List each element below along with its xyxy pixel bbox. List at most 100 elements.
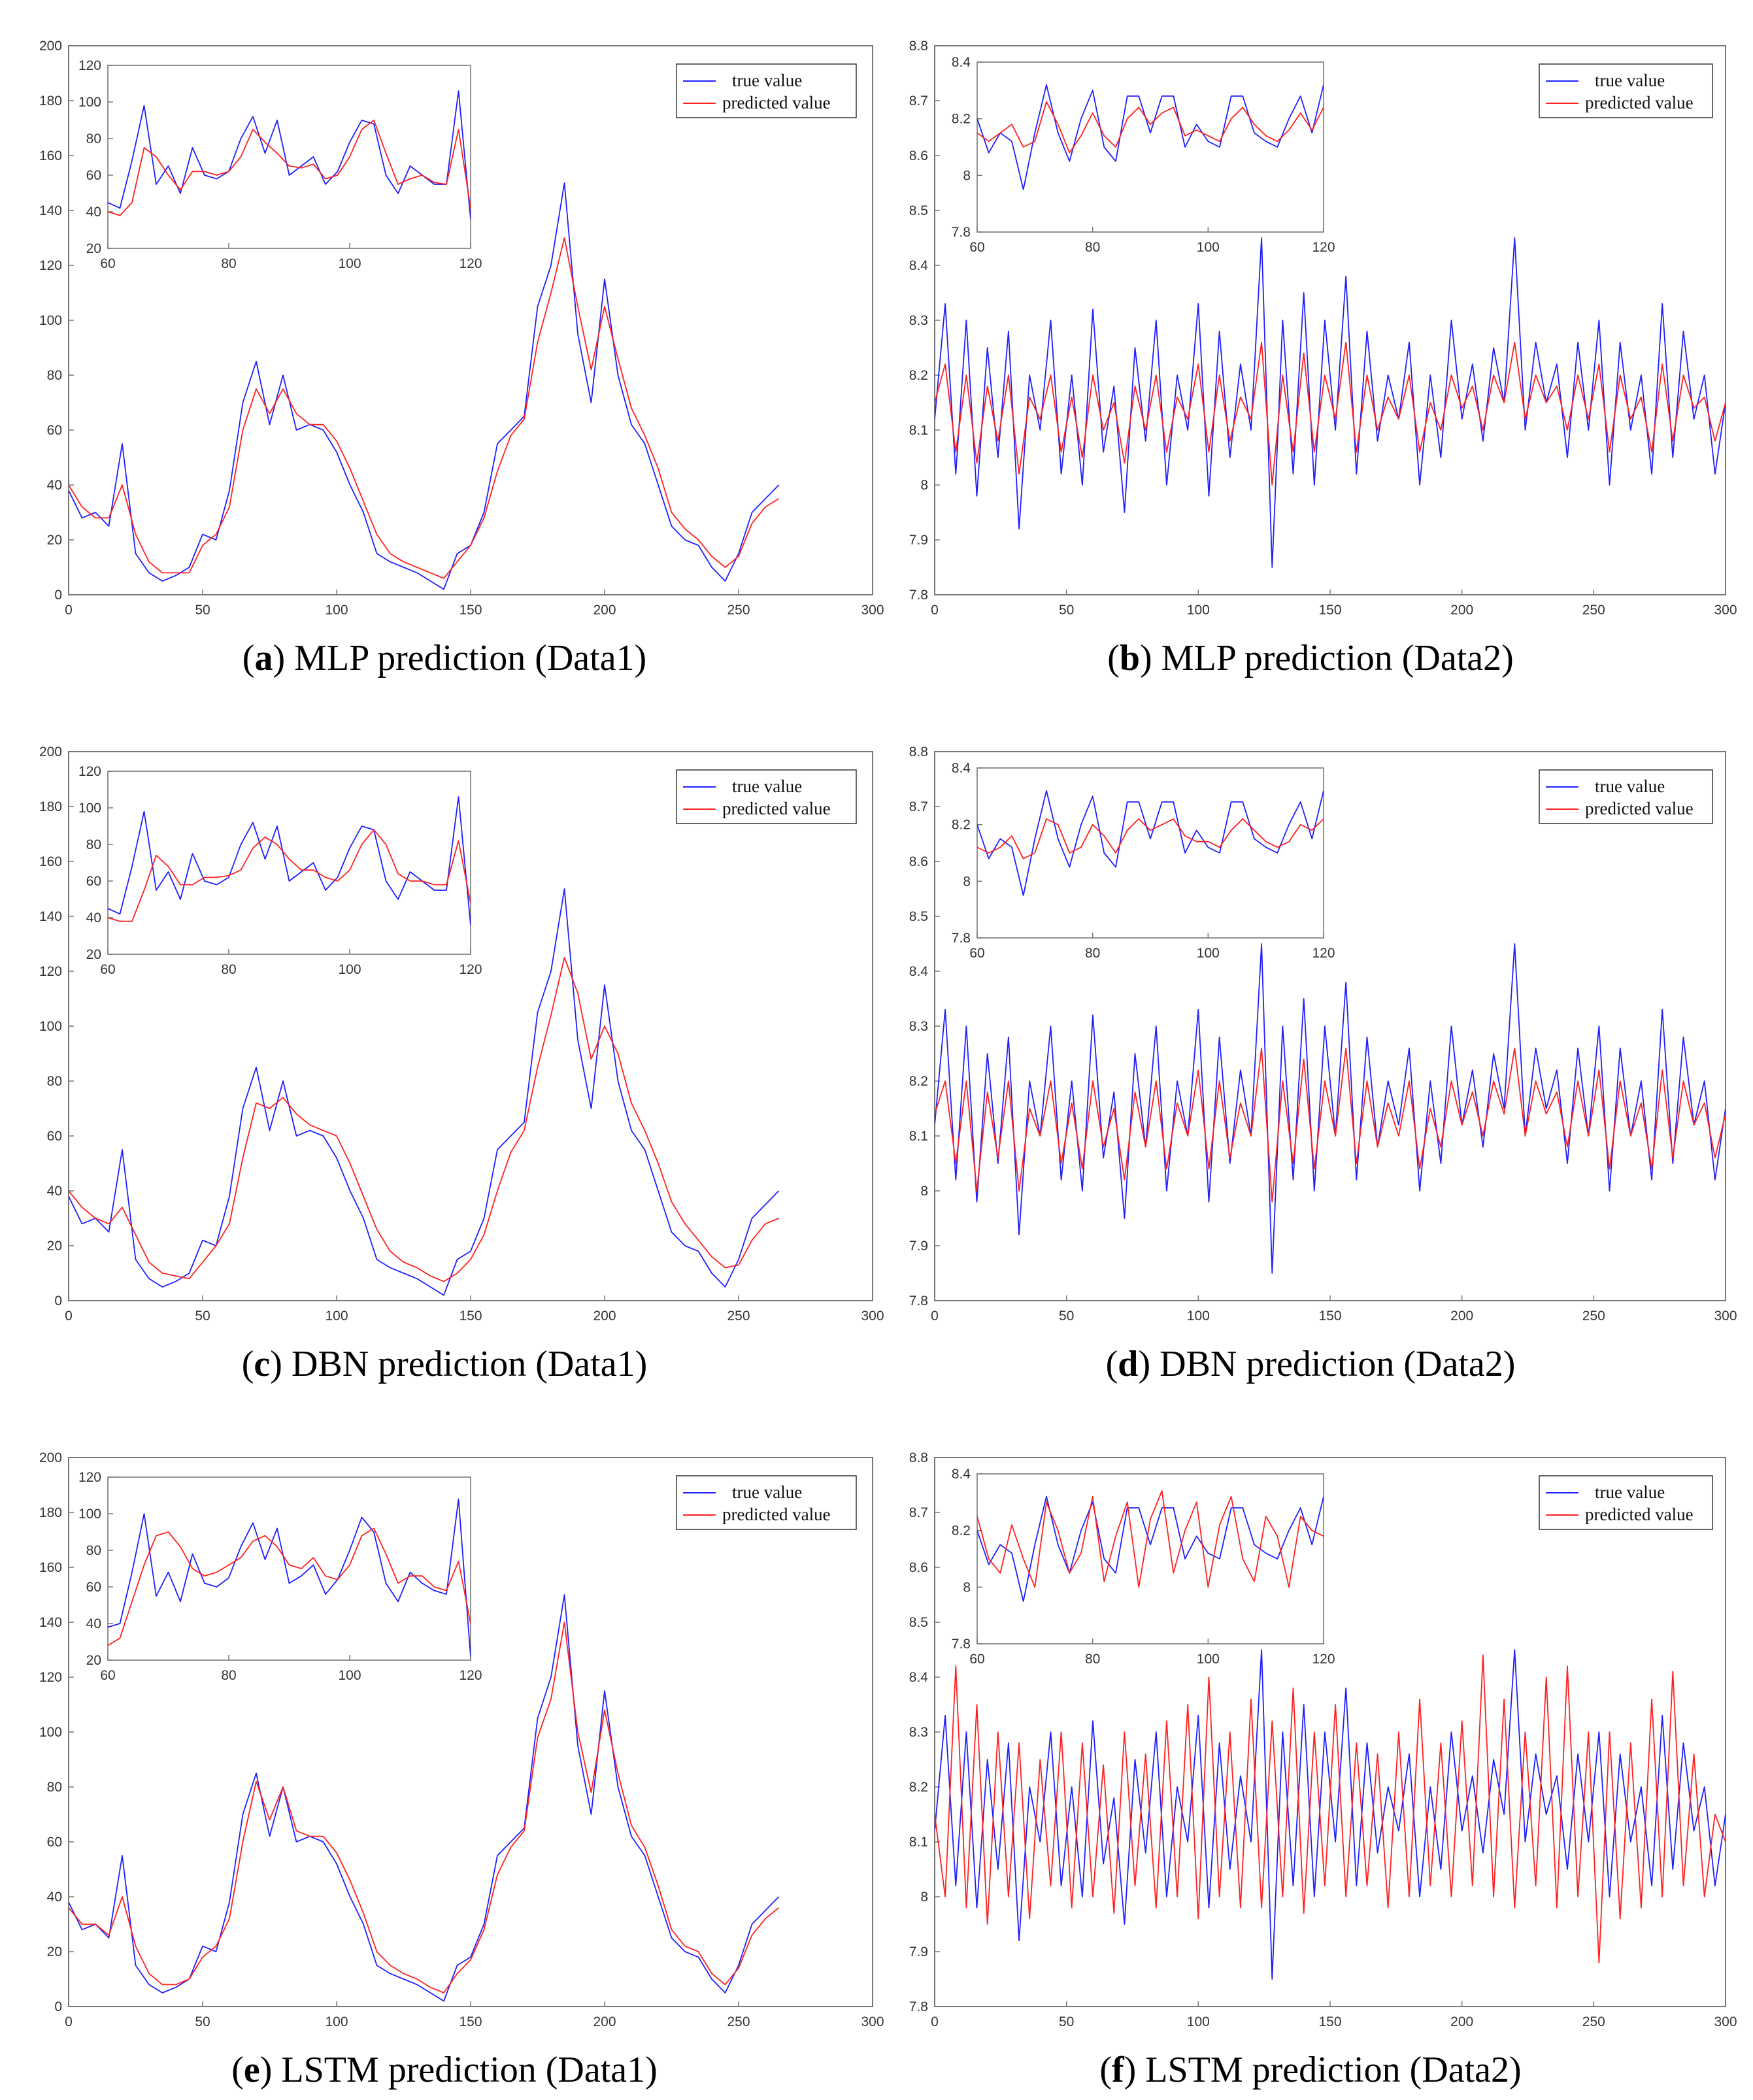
chart-e-xtick-label: 50 — [195, 2014, 210, 2029]
chart-a-xtick-label: 100 — [325, 603, 348, 618]
chart-a-ytick-label: 0 — [54, 588, 62, 603]
chart-e-series-group — [69, 1594, 780, 2002]
chart-b-inset-xtick-label: 100 — [1197, 240, 1220, 255]
chart-panel-a: 0 50 100 150 200 250 300 0 20 40 60 80 100 120 140 160 1… — [20, 26, 884, 680]
chart-a-series-group — [69, 182, 780, 590]
chart-d-inset-predicted-value-line — [977, 818, 1324, 859]
chart-d-xtick-label: 50 — [1059, 1308, 1074, 1324]
chart-d-inset-xtick-label: 100 — [1197, 946, 1220, 961]
chart-f-xtick-label: 50 — [1059, 2014, 1074, 2029]
chart-c-inset-xtick-label: 100 — [338, 962, 361, 977]
chart-e-inset-xtick-label: 120 — [459, 1668, 482, 1683]
chart-c-ytick-label: 120 — [39, 964, 62, 979]
chart-f-xtick-label: 300 — [1714, 2014, 1737, 2029]
chart-e-ytick-label: 180 — [39, 1505, 62, 1520]
chart-d-inset-xtick-label: 80 — [1085, 946, 1100, 961]
chart-a-ytick-label: 180 — [39, 93, 62, 108]
chart-c-xtick-label: 50 — [195, 1308, 210, 1324]
chart-d-legend — [1539, 769, 1713, 824]
chart-b-ytick-label: 8 — [920, 478, 928, 493]
chart-f-inset-ytick-label: 7.8 — [952, 1637, 971, 1652]
chart-e-ytick-label: 120 — [39, 1670, 62, 1685]
chart-b-xtick-label: 50 — [1059, 603, 1074, 618]
chart-e-inset-ytick-label: 80 — [86, 1543, 101, 1558]
chart-c-ytick-label: 20 — [47, 1239, 62, 1254]
chart-e-legend — [676, 1475, 857, 1530]
chart-d-ytick-label: 7.8 — [909, 1293, 928, 1308]
chart-a-xtick-label: 150 — [459, 603, 482, 618]
chart-e-inset-ytick-label: 120 — [78, 1470, 101, 1485]
chart-d-legend-true-label: true value — [1595, 776, 1665, 796]
chart-a-xtick-label: 0 — [65, 603, 73, 618]
chart-f-ytick-label: 7.8 — [909, 1999, 928, 2014]
chart-c-ytick-label: 160 — [39, 854, 62, 869]
chart-b-svg: 0 50 100 150 200 250 300 7.8 7.9 8 8.1 8.2 8.3 8.4 8.5… — [909, 39, 1737, 618]
chart-b-inset-xtick-label: 60 — [969, 240, 984, 255]
chart-c-true-value-line — [69, 888, 780, 1296]
chart-a-ytick-label: 140 — [39, 203, 62, 218]
chart-f-inset-xtick-label: 80 — [1085, 1652, 1100, 1667]
chart-e-predicted-value-line — [69, 1622, 780, 1993]
chart-c-xtick-label: 250 — [727, 1308, 750, 1324]
chart-d-legend-pred-label: predicted value — [1585, 799, 1694, 818]
chart-d-inset-series-group — [977, 790, 1324, 896]
chart-b-ytick-label: 8.2 — [909, 368, 928, 383]
chart-e-inset-ytick-label: 60 — [86, 1580, 101, 1595]
chart-d-ytick-label: 8.5 — [909, 909, 928, 924]
chart-c-xtick-label: 100 — [325, 1308, 348, 1324]
chart-d-ytick-label: 8.4 — [909, 964, 929, 979]
chart-e-xtick-label: 0 — [65, 2014, 73, 2029]
chart-c-xtick-label: 300 — [861, 1308, 884, 1324]
chart-e-xtick-label: 100 — [325, 2014, 348, 2029]
chart-c-inset-ytick-label: 100 — [78, 801, 101, 816]
chart-f-legend-pred-label: predicted value — [1585, 1505, 1694, 1524]
chart-a-inset-ytick-label: 60 — [86, 168, 101, 183]
chart-f-inset-series-group — [977, 1490, 1324, 1602]
chart-f-xtick-label: 150 — [1318, 2014, 1341, 2029]
caption-d: (d) DBN prediction (Data2) — [1105, 1344, 1516, 1384]
chart-c-inset-xtick-label: 80 — [221, 962, 236, 977]
chart-a-inset-frame — [107, 65, 471, 249]
chart-c-ytick-label: 60 — [47, 1129, 62, 1144]
chart-d-ytick-label: 8.8 — [909, 744, 928, 759]
chart-d-inset-xtick-label: 120 — [1312, 946, 1335, 961]
chart-a-ytick-label: 40 — [47, 478, 62, 493]
caption-f: (f) LSTM prediction (Data2) — [1099, 2050, 1522, 2090]
chart-c-series-group — [69, 888, 780, 1296]
chart-f-predicted-value-line — [935, 1654, 1726, 1963]
chart-f-xtick-label: 200 — [1450, 2014, 1473, 2029]
chart-e-ytick-label: 40 — [47, 1890, 62, 1905]
chart-b-inset-ytick-label: 8 — [963, 168, 971, 183]
chart-f-xtick-label: 250 — [1582, 2014, 1605, 2029]
chart-c-inset-ytick-label: 60 — [86, 874, 101, 889]
chart-f-ytick-label: 8.7 — [909, 1505, 928, 1520]
chart-a-inset-ytick-label: 80 — [86, 131, 101, 146]
chart-a-inset-ytick-label: 120 — [78, 58, 101, 73]
chart-a-inset-xtick-label: 120 — [459, 256, 482, 271]
chart-a-inset-series-group — [108, 90, 471, 220]
chart-f-ytick-label: 8.1 — [909, 1835, 928, 1850]
chart-d-svg: 0 50 100 150 200 250 300 7.8 7.9 8 8.1 8.2 8.3 8.4 8.5… — [909, 744, 1737, 1324]
chart-f-ytick-label: 8 — [920, 1890, 928, 1905]
chart-f-legend — [1539, 1475, 1713, 1530]
chart-e-xtick-label: 300 — [861, 2014, 884, 2029]
chart-c-legend-true-label: true value — [732, 776, 802, 796]
chart-e-ytick-label: 160 — [39, 1560, 62, 1575]
chart-f-ytick-label: 8.2 — [909, 1780, 928, 1795]
chart-e-xtick-label: 150 — [459, 2014, 482, 2029]
chart-d-xtick-label: 150 — [1318, 1308, 1341, 1324]
chart-d-inset-ytick-label: 8 — [963, 874, 971, 889]
chart-e-inset-xtick-label: 100 — [338, 1668, 361, 1683]
chart-a-inset-ytick-label: 40 — [86, 205, 101, 220]
chart-f-svg: 0 50 100 150 200 250 300 7.8 7.9 8 8.1 8.2 8.3 8.4 8.5… — [909, 1450, 1737, 2029]
chart-e-ytick-label: 80 — [47, 1780, 62, 1795]
chart-f-inset-ytick-label: 8 — [963, 1580, 971, 1595]
caption-b: (b) MLP prediction (Data2) — [1107, 638, 1514, 678]
chart-b-xtick-label: 150 — [1318, 603, 1341, 618]
chart-f-inset-xtick-label: 120 — [1312, 1652, 1335, 1667]
chart-e-inset-xtick-label: 80 — [221, 1668, 236, 1683]
chart-e-inset-predicted-value-line — [108, 1527, 471, 1646]
chart-b-ytick-label: 8.5 — [909, 203, 928, 218]
chart-b-inset-series-group — [977, 84, 1324, 190]
chart-a-predicted-value-line — [69, 237, 779, 579]
